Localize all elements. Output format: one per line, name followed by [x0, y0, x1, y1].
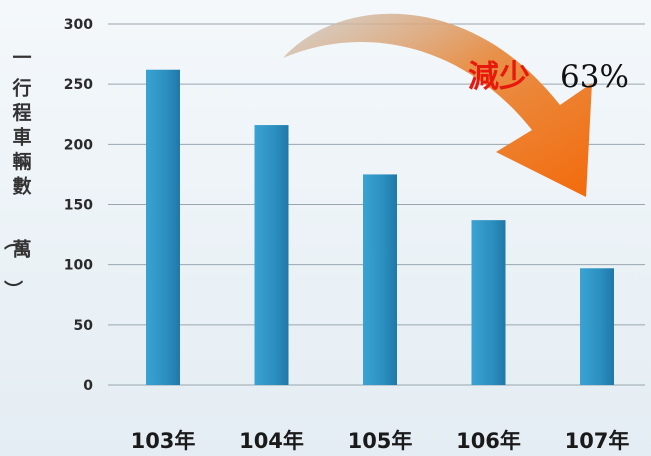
- x-category-label: 103年: [131, 429, 196, 453]
- y-tick-label: 0: [83, 378, 93, 394]
- y-axis-title: 一行程車輛數（萬）: [1, 47, 31, 299]
- x-category-label: 107年: [565, 429, 630, 453]
- y-axis-label: 一行程車輛數（萬）: [1, 47, 31, 299]
- y-axis-ticks: 0 50 100 150 200 250 300: [64, 17, 93, 394]
- decrease-arrow-icon: [283, 13, 592, 198]
- x-category-label: 106年: [456, 429, 521, 453]
- y-tick-label: 250: [64, 77, 93, 93]
- x-axis-categories: 103年 104年 105年 106年 107年: [131, 429, 630, 453]
- bars: [146, 69, 614, 385]
- bar: [580, 268, 614, 385]
- annotation-label: 減少: [468, 59, 530, 95]
- y-tick-label: 150: [64, 198, 93, 214]
- x-category-label: 104年: [239, 429, 304, 453]
- y-tick-label: 200: [64, 137, 93, 153]
- x-category-label: 105年: [348, 429, 413, 453]
- y-tick-label: 300: [64, 17, 93, 33]
- annotation-value: 63%: [560, 59, 629, 95]
- bar: [363, 174, 397, 385]
- bar: [254, 125, 289, 385]
- y-tick-label: 50: [74, 318, 94, 334]
- bar: [471, 220, 506, 385]
- y-tick-label: 100: [64, 258, 93, 274]
- bar: [146, 69, 180, 385]
